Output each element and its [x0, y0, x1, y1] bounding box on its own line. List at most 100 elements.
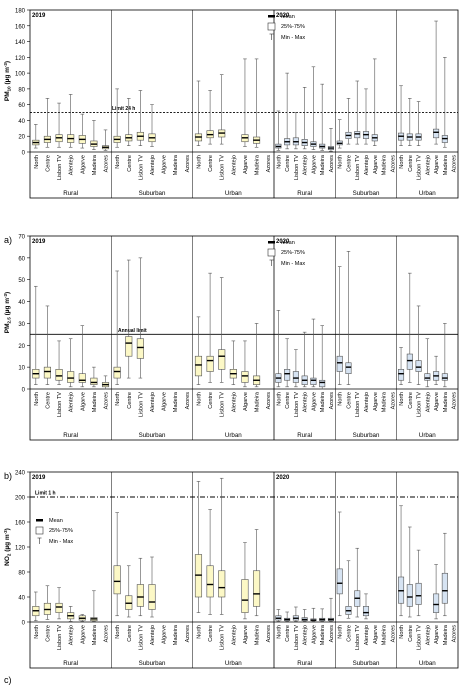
region-label: Centre	[45, 625, 51, 642]
iqr-box	[55, 602, 63, 613]
y-axis-label: PM10 (µg m-3)	[3, 61, 12, 101]
y-axis-label-part: NO	[4, 556, 11, 566]
region-label: Azores	[185, 155, 191, 173]
region-label: Centre	[208, 155, 214, 172]
group-label: Suburban	[139, 660, 166, 667]
region-label: Alentejo	[303, 155, 309, 175]
group-label: Urban	[225, 660, 242, 667]
region-label: Alentejo	[425, 392, 431, 412]
region-label: Azores	[266, 392, 272, 410]
y-axis-label-part: )	[4, 292, 11, 294]
iqr-box	[319, 379, 326, 388]
y-axis-label-part: -3	[3, 293, 8, 297]
region-label: Lisbon TV	[294, 392, 300, 417]
region-label: Centre	[208, 392, 214, 409]
iqr-box	[354, 131, 361, 139]
y-axis-label: PM2.5 (µg m-3)	[3, 292, 12, 333]
region-label: Azores	[329, 625, 335, 643]
iqr-box	[78, 373, 86, 383]
region-label: Centre	[285, 625, 291, 642]
region-label: Lisbon TV	[138, 625, 144, 650]
region-label: Alentejo	[150, 392, 156, 412]
plot-frame	[29, 235, 459, 441]
limit-label: Limit 1 h	[35, 491, 56, 497]
region-label: Madeira	[382, 391, 388, 412]
plot-frame	[29, 471, 459, 669]
legend-iqr-label: 25%-75%	[281, 24, 305, 30]
region-label: Azores	[329, 392, 335, 410]
region-label: North	[276, 155, 282, 169]
region-label: North	[276, 625, 282, 639]
y-tick-label: 80	[18, 571, 25, 577]
region-label: Centre	[208, 625, 214, 642]
region-label: Madeira	[255, 624, 261, 645]
region-label: North	[276, 392, 282, 406]
y-tick-label: 100	[15, 72, 26, 78]
region-label: North	[338, 625, 344, 639]
iqr-box	[43, 366, 51, 379]
panel-label: b)	[4, 471, 12, 481]
iqr-box	[415, 582, 422, 605]
region-label: North	[196, 155, 202, 169]
iqr-box	[90, 377, 98, 385]
iqr-box	[136, 584, 144, 607]
y-axis-label-part: PM	[4, 91, 11, 101]
region-label: Algarve	[243, 392, 249, 411]
iqr-box	[218, 349, 226, 370]
region-label: Algarve	[80, 155, 86, 174]
y-axis-label-part: -3	[3, 63, 8, 67]
region-label: Azores	[185, 392, 191, 410]
y-axis-label-part: (µg m	[4, 534, 11, 553]
y-tick-label: 60	[18, 103, 25, 109]
group-label: Suburban	[139, 432, 166, 439]
region-label: Algarve	[373, 392, 379, 411]
region-label: Lisbon TV	[417, 625, 423, 650]
region-label: Madeira	[92, 624, 98, 645]
group-label: Urban	[225, 432, 242, 439]
region-label: Alentejo	[303, 392, 309, 412]
region-label: Azores	[452, 155, 458, 173]
legend: Mean 25%-75% Min - Max	[35, 518, 73, 545]
year-label: 2019	[32, 13, 46, 19]
region-label: Centre	[346, 625, 352, 642]
legend-mean-swatch	[268, 15, 275, 18]
region-label: Madeira	[382, 154, 388, 175]
region-label: Azores	[104, 625, 110, 643]
region-label: Lisbon TV	[355, 625, 361, 650]
iqr-box	[241, 579, 249, 613]
region-label: Algarve	[80, 392, 86, 411]
region-label: Algarve	[243, 625, 249, 644]
y-tick-label: 60	[18, 256, 25, 262]
iqr-box	[125, 336, 133, 357]
iqr-box	[113, 565, 121, 595]
iqr-box	[136, 338, 144, 359]
y-tick-label: 40	[18, 119, 25, 125]
y-axis-label-part: 10	[7, 86, 12, 92]
region-label: North	[196, 625, 202, 639]
y-tick-label: 120	[15, 546, 26, 552]
region-label: Madeira	[443, 391, 449, 412]
iqr-box	[336, 355, 343, 372]
limit-label: Limit 24 h	[112, 106, 135, 112]
region-label: Azores	[390, 392, 396, 410]
region-label: Azores	[104, 155, 110, 173]
region-label: Alentejo	[69, 155, 75, 175]
region-label: Madeira	[255, 154, 261, 175]
region-label: Lisbon TV	[294, 155, 300, 180]
region-label: Centre	[45, 155, 51, 172]
region-label: North	[34, 625, 40, 639]
legend-mean-label: Mean	[281, 14, 295, 20]
region-label: Centre	[408, 392, 414, 409]
iqr-box	[441, 373, 448, 381]
region-label: North	[115, 155, 121, 169]
region-label: North	[115, 392, 121, 406]
region-label: Centre	[127, 155, 133, 172]
group-label: Rural	[63, 660, 78, 667]
iqr-box	[310, 377, 317, 385]
region-label: Lisbon TV	[220, 155, 226, 180]
y-tick-label: 0	[22, 621, 26, 627]
iqr-box	[67, 371, 75, 383]
region-label: Alentejo	[364, 625, 370, 645]
region-label: Madeira	[255, 391, 261, 412]
region-label: Algarve	[373, 155, 379, 174]
